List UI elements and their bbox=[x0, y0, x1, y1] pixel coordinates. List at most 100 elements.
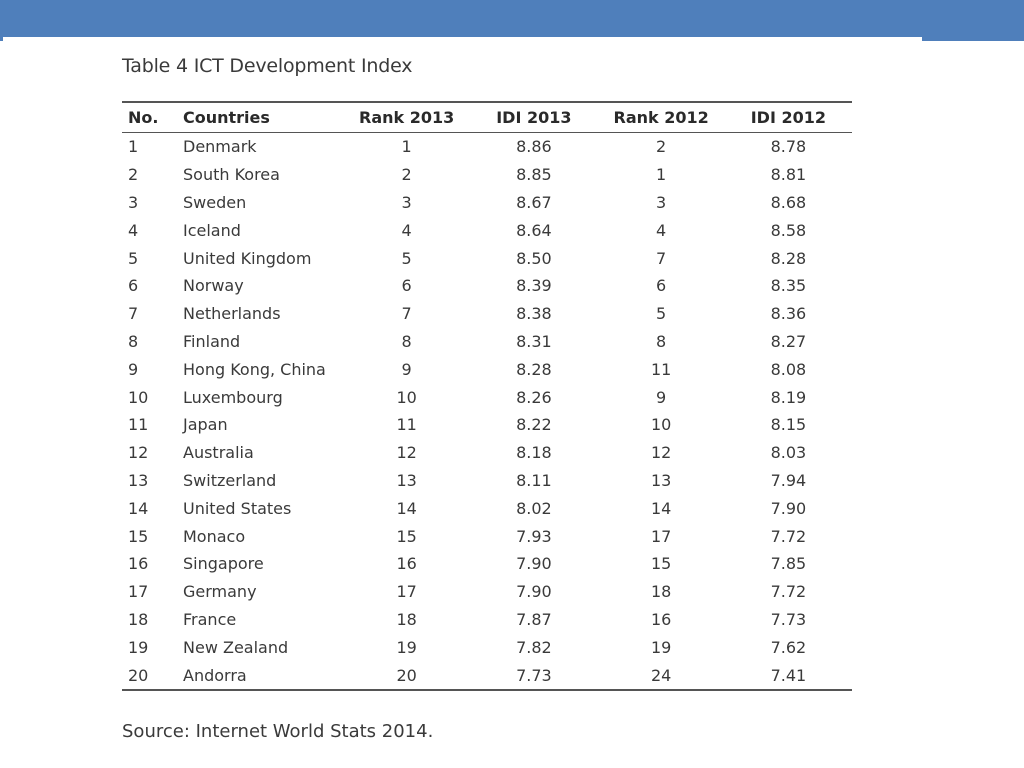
cell-idi-2013: 8.39 bbox=[516, 276, 552, 296]
cell-country: Sweden bbox=[183, 192, 247, 212]
table-row: 15 Monaco 15 7.93 17 7.72 bbox=[122, 522, 852, 550]
cell-idi-2012: 8.81 bbox=[770, 165, 807, 185]
table-row: 16 Singapore 16 7.90 15 7.85 bbox=[122, 550, 852, 578]
cell-country: Hong Kong, China bbox=[183, 359, 326, 379]
cell-rank-2013: 5 bbox=[401, 248, 412, 268]
cell-rank-2012: 16 bbox=[650, 609, 672, 629]
cell-rank-2012: 5 bbox=[656, 304, 667, 324]
cell-rank-2013: 17 bbox=[396, 582, 417, 602]
source-note: Source: Internet World Stats 2014. bbox=[122, 721, 434, 742]
cell-country: Singapore bbox=[183, 554, 264, 574]
cell-country: United States bbox=[183, 498, 292, 518]
cell-rank-2013: 18 bbox=[396, 609, 417, 629]
cell-no: 19 bbox=[128, 637, 149, 657]
cell-country: Switzerland bbox=[183, 470, 277, 490]
table-row: 12 Australia 12 8.18 12 8.03 bbox=[122, 439, 852, 467]
table-row: 6 Norway 6 8.39 6 8.35 bbox=[122, 272, 852, 300]
cell-rank-2012: 10 bbox=[650, 415, 672, 435]
cell-no: 2 bbox=[128, 165, 139, 185]
cell-idi-2013: 7.73 bbox=[516, 665, 552, 685]
cell-no: 11 bbox=[128, 415, 149, 435]
cell-idi-2012: 7.41 bbox=[770, 665, 807, 685]
cell-no: 3 bbox=[128, 192, 139, 212]
cell-no: 18 bbox=[128, 609, 149, 629]
table-row: 5 United Kingdom 5 8.50 7 8.28 bbox=[122, 244, 852, 272]
column-header-rank-2013: Rank 2013 bbox=[359, 108, 455, 127]
cell-idi-2012: 8.19 bbox=[770, 387, 807, 407]
cell-country: Japan bbox=[183, 415, 228, 435]
table-row: 7 Netherlands 7 8.38 5 8.36 bbox=[122, 300, 852, 328]
table-row: 13 Switzerland 13 8.11 13 7.94 bbox=[122, 467, 852, 495]
cell-country: Netherlands bbox=[183, 304, 281, 324]
cell-idi-2012: 7.85 bbox=[770, 554, 807, 574]
cell-country: Andorra bbox=[183, 665, 247, 685]
cell-idi-2012: 8.58 bbox=[770, 220, 807, 240]
table-row: 4 Iceland 4 8.64 4 8.58 bbox=[122, 216, 852, 244]
table-row: 9 Hong Kong, China 9 8.28 11 8.08 bbox=[122, 355, 852, 383]
cell-rank-2013: 16 bbox=[396, 554, 417, 574]
cell-idi-2013: 7.93 bbox=[516, 526, 552, 546]
cell-rank-2013: 13 bbox=[396, 470, 417, 490]
cell-rank-2013: 6 bbox=[401, 276, 412, 296]
cell-no: 17 bbox=[128, 582, 149, 602]
cell-idi-2012: 7.94 bbox=[770, 470, 807, 490]
header-banner-accent bbox=[0, 37, 3, 41]
column-header-idi-2012: IDI 2012 bbox=[750, 108, 827, 127]
cell-country: New Zealand bbox=[183, 637, 289, 657]
cell-rank-2013: 4 bbox=[401, 220, 412, 240]
cell-idi-2012: 8.08 bbox=[770, 359, 807, 379]
cell-idi-2012: 7.72 bbox=[770, 582, 807, 602]
cell-idi-2012: 7.73 bbox=[770, 609, 807, 629]
cell-rank-2013: 3 bbox=[401, 192, 412, 212]
column-header-countries: Countries bbox=[183, 108, 270, 127]
cell-idi-2013: 7.87 bbox=[516, 609, 552, 629]
cell-country: Monaco bbox=[183, 526, 246, 546]
cell-rank-2013: 19 bbox=[396, 637, 417, 657]
cell-rank-2012: 11 bbox=[650, 359, 672, 379]
cell-rank-2012: 13 bbox=[650, 470, 672, 490]
cell-no: 16 bbox=[128, 554, 149, 574]
cell-idi-2013: 7.90 bbox=[516, 582, 552, 602]
table-row: 18 France 18 7.87 16 7.73 bbox=[122, 606, 852, 634]
cell-no: 13 bbox=[128, 470, 149, 490]
cell-idi-2012: 8.15 bbox=[770, 415, 807, 435]
cell-idi-2013: 8.22 bbox=[516, 415, 552, 435]
cell-rank-2012: 14 bbox=[650, 498, 672, 518]
cell-country: Denmark bbox=[183, 137, 257, 157]
column-header-no: No. bbox=[128, 108, 159, 127]
cell-idi-2013: 8.67 bbox=[516, 192, 552, 212]
cell-rank-2013: 20 bbox=[396, 665, 417, 685]
cell-idi-2013: 7.82 bbox=[516, 637, 552, 657]
cell-idi-2013: 8.26 bbox=[516, 387, 552, 407]
cell-no: 14 bbox=[128, 498, 149, 518]
cell-rank-2013: 10 bbox=[396, 387, 417, 407]
table-header-row: No. Countries Rank 2013 IDI 2013 Rank 20… bbox=[122, 102, 852, 133]
cell-no: 15 bbox=[128, 526, 149, 546]
cell-rank-2012: 4 bbox=[656, 220, 667, 240]
cell-country: United Kingdom bbox=[183, 248, 312, 268]
cell-no: 9 bbox=[128, 359, 139, 379]
column-header-rank-2012: Rank 2012 bbox=[613, 108, 709, 127]
header-banner-notch bbox=[922, 0, 1024, 41]
idi-table-container: No. Countries Rank 2013 IDI 2013 Rank 20… bbox=[122, 101, 852, 691]
cell-rank-2012: 19 bbox=[650, 637, 672, 657]
cell-rank-2012: 6 bbox=[656, 276, 667, 296]
idi-table: No. Countries Rank 2013 IDI 2013 Rank 20… bbox=[122, 101, 852, 691]
table-row: 11 Japan 11 8.22 10 8.15 bbox=[122, 411, 852, 439]
cell-rank-2012: 7 bbox=[656, 248, 667, 268]
cell-rank-2012: 24 bbox=[650, 665, 672, 685]
cell-idi-2013: 8.38 bbox=[516, 304, 552, 324]
cell-no: 12 bbox=[128, 443, 149, 463]
table-row: 14 United States 14 8.02 14 7.90 bbox=[122, 494, 852, 522]
table-body: 1 Denmark 1 8.86 2 8.78 2 South Korea 2 8.85 1 8.81… bbox=[122, 133, 852, 690]
table-row: 1 Denmark 1 8.86 2 8.78 bbox=[122, 133, 852, 161]
table-caption: Table 4 ICT Development Index bbox=[122, 55, 413, 77]
cell-country: Germany bbox=[183, 582, 257, 602]
cell-rank-2012: 18 bbox=[650, 582, 672, 602]
cell-idi-2013: 8.28 bbox=[516, 359, 552, 379]
cell-idi-2013: 8.11 bbox=[516, 470, 552, 490]
cell-rank-2012: 12 bbox=[650, 443, 672, 463]
cell-country: South Korea bbox=[183, 165, 280, 185]
cell-rank-2013: 11 bbox=[396, 415, 417, 435]
